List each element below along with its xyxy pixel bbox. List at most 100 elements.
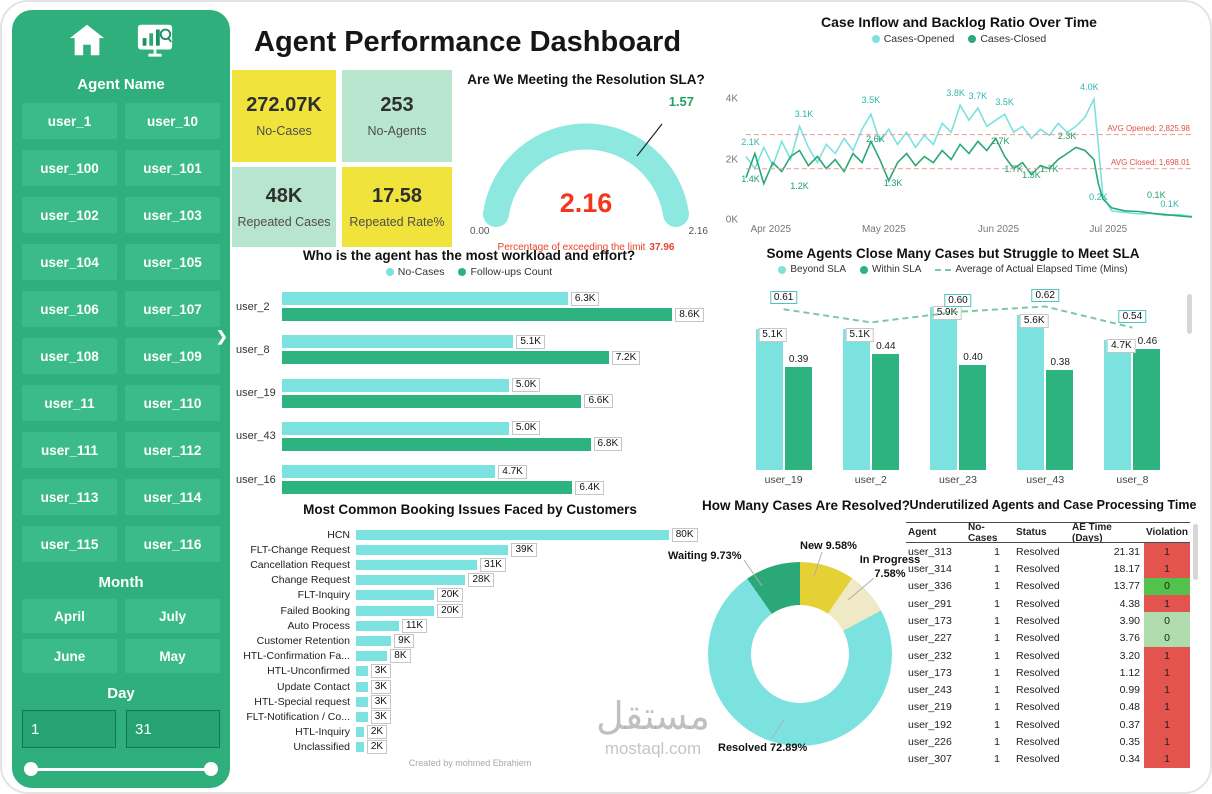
beyond-sla-bar[interactable] — [1017, 315, 1045, 470]
cell-no-cases: 1 — [994, 614, 1000, 627]
slider-track[interactable] — [30, 767, 212, 771]
table-body: user_313 1 Resolved 21.31 1 user_314 1 Resolved… — [906, 543, 1190, 769]
sidebar-collapse-icon[interactable]: ❯ — [216, 328, 228, 344]
table-row[interactable]: user_291 1 Resolved 4.38 1 — [906, 594, 1190, 613]
day-start-input[interactable]: 1 — [22, 710, 116, 748]
followups-bar[interactable] — [282, 481, 573, 494]
slider-handle-start[interactable] — [24, 762, 38, 776]
data-label: 3.5K — [995, 96, 1014, 107]
issue-bar[interactable] — [356, 651, 388, 662]
legend-item[interactable]: No-Cases — [385, 266, 444, 278]
sidebar-item-agent[interactable]: user_100 — [22, 150, 117, 186]
table-row[interactable]: user_173 1 Resolved 1.12 1 — [906, 664, 1190, 682]
sidebar-item-agent[interactable]: user_1 — [22, 103, 117, 139]
within-sla-bar[interactable] — [1046, 369, 1074, 470]
no-cases-bar[interactable] — [282, 465, 496, 478]
beyond-sla-bar[interactable] — [755, 329, 783, 470]
issue-bar[interactable] — [356, 620, 399, 631]
issue-bar[interactable] — [356, 529, 669, 540]
sidebar-item-agent[interactable]: user_11 — [22, 385, 117, 421]
table-row[interactable]: user_314 1 Resolved 18.17 1 — [906, 560, 1190, 578]
slider-handle-end[interactable] — [204, 762, 218, 776]
sidebar-item-agent[interactable]: user_112 — [125, 432, 220, 468]
issue-bar[interactable] — [356, 727, 364, 738]
beyond-sla-bar[interactable] — [930, 307, 957, 470]
no-cases-bar[interactable] — [282, 421, 509, 435]
no-cases-bar[interactable] — [282, 378, 509, 392]
sidebar-item-agent[interactable]: user_115 — [22, 526, 117, 562]
sidebar-item-agent[interactable]: user_104 — [22, 244, 117, 280]
table-row[interactable]: user_227 1 Resolved 3.76 0 — [906, 629, 1190, 647]
no-cases-bar[interactable] — [282, 292, 568, 305]
legend-item[interactable]: Average of Actual Elapsed Time (Mins) — [935, 264, 1128, 275]
issue-bar[interactable] — [356, 681, 368, 692]
issue-bar[interactable] — [356, 544, 509, 555]
sidebar-item-month[interactable]: July — [125, 599, 220, 633]
sidebar-item-agent[interactable]: user_105 — [125, 244, 220, 280]
sidebar-item-month[interactable]: June — [22, 639, 117, 673]
sidebar-item-agent[interactable]: user_113 — [22, 479, 117, 515]
legend-item[interactable]: Follow-ups Count — [458, 266, 552, 278]
sidebar-item-agent[interactable]: user_101 — [125, 150, 220, 186]
legend-item[interactable]: Beyond SLA — [778, 264, 846, 275]
legend-item[interactable]: Cases-Opened — [871, 33, 954, 45]
sidebar-item-agent[interactable]: user_111 — [22, 432, 117, 468]
issue-bar[interactable] — [356, 635, 392, 646]
table-row[interactable]: user_307 1 Resolved 0.34 1 — [906, 750, 1190, 769]
kpi-card: 17.58 Repeated Rate% — [342, 167, 452, 247]
sidebar-item-agent[interactable]: user_116 — [125, 526, 220, 562]
sidebar-item-agent[interactable]: user_114 — [125, 479, 220, 515]
within-sla-bar[interactable] — [959, 364, 986, 470]
table-row[interactable]: user_336 1 Resolved 13.77 0 — [906, 577, 1190, 595]
report-icon[interactable] — [136, 22, 174, 64]
sidebar-item-month[interactable]: April — [22, 599, 117, 633]
table-row[interactable]: user_313 1 Resolved 21.31 1 — [906, 543, 1190, 561]
followups-bar[interactable] — [282, 351, 609, 365]
cell-ae-time: 1.12 — [1119, 666, 1140, 679]
issue-bar[interactable] — [356, 590, 435, 601]
table-row[interactable]: user_219 1 Resolved 0.48 1 — [906, 698, 1190, 717]
table-row[interactable]: user_226 1 Resolved 0.35 1 — [906, 733, 1190, 751]
issue-bar[interactable] — [356, 666, 368, 677]
sidebar-item-agent[interactable]: user_106 — [22, 291, 117, 327]
bar-group: 5.1K 7.2K — [282, 334, 704, 365]
issue-bar[interactable] — [356, 742, 364, 753]
sidebar-item-agent[interactable]: user_109 — [125, 338, 220, 374]
sidebar-item-month[interactable]: May — [125, 639, 220, 673]
within-sla-bar[interactable] — [784, 367, 812, 470]
resolved-donut[interactable] — [708, 562, 892, 746]
issue-bar[interactable] — [356, 711, 368, 722]
within-sla-bar[interactable] — [1133, 348, 1161, 470]
issue-bar[interactable] — [356, 575, 466, 586]
legend-item[interactable]: Within SLA — [860, 264, 921, 275]
sidebar-item-agent[interactable]: user_103 — [125, 197, 220, 233]
day-range-slider[interactable] — [24, 761, 218, 777]
scrollbar[interactable] — [1187, 294, 1192, 334]
table-row[interactable]: user_232 1 Resolved 3.20 1 — [906, 646, 1190, 665]
sidebar-item-agent[interactable]: user_102 — [22, 197, 117, 233]
day-end-input[interactable]: 31 — [126, 710, 220, 748]
followups-bar[interactable] — [282, 308, 673, 321]
home-icon[interactable] — [68, 22, 106, 64]
inflow-legend: Cases-Opened Cases-Closed — [716, 33, 1202, 45]
table-row[interactable]: user_243 1 Resolved 0.99 1 — [906, 681, 1190, 699]
followups-bar[interactable] — [282, 394, 582, 408]
beyond-sla-bar[interactable] — [842, 329, 870, 470]
table-row[interactable]: user_173 1 Resolved 3.90 0 — [906, 612, 1190, 630]
sidebar-item-agent[interactable]: user_10 — [125, 103, 220, 139]
bar-wrap: 3K — [356, 709, 700, 724]
issue-bar[interactable] — [356, 696, 368, 707]
cell-no-cases: 1 — [994, 753, 1000, 766]
issue-bar[interactable] — [356, 605, 435, 616]
legend-item[interactable]: Cases-Closed — [968, 33, 1046, 45]
issue-bar[interactable] — [356, 559, 478, 570]
sidebar-item-agent[interactable]: user_110 — [125, 385, 220, 421]
beyond-sla-bar[interactable] — [1104, 340, 1132, 470]
scrollbar[interactable] — [1193, 524, 1198, 580]
within-sla-bar[interactable] — [871, 354, 899, 470]
sidebar-item-agent[interactable]: user_107 — [125, 291, 220, 327]
table-row[interactable]: user_192 1 Resolved 0.37 1 — [906, 716, 1190, 734]
sidebar-item-agent[interactable]: user_108 — [22, 338, 117, 374]
no-cases-bar[interactable] — [282, 335, 514, 349]
followups-bar[interactable] — [282, 437, 591, 451]
